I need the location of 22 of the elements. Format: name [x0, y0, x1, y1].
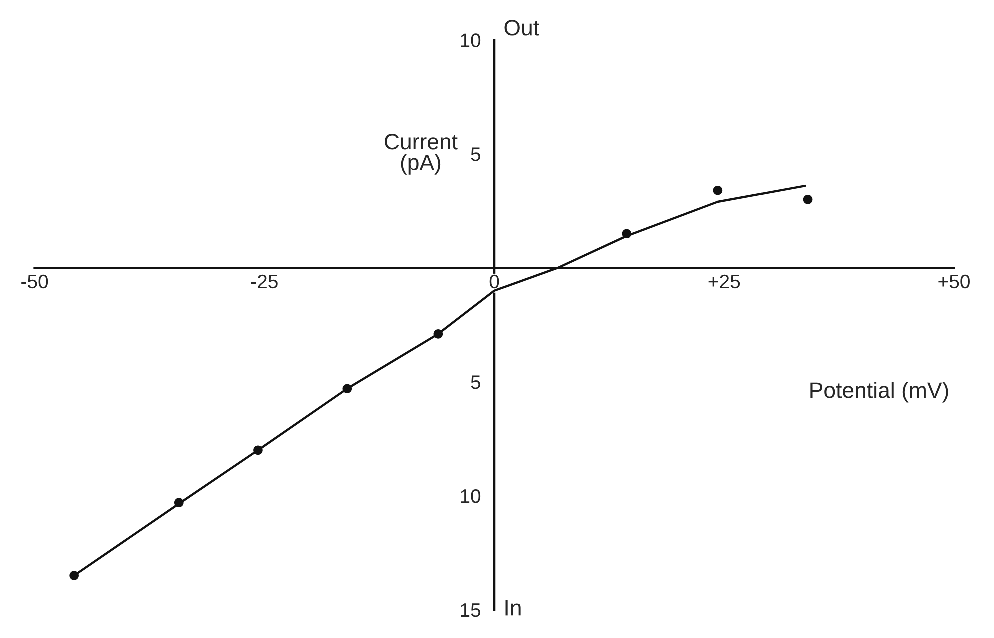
y-tick-label: 15 — [461, 604, 481, 618]
point — [434, 330, 444, 339]
text: Out — [504, 20, 540, 36]
y-tick-label: 5 — [471, 376, 481, 390]
y-axis-title: Current (pA) — [385, 134, 458, 175]
point — [622, 229, 632, 239]
x-tick-label: +50 — [938, 274, 970, 289]
x-tick-label: -50 — [22, 274, 48, 289]
point — [803, 195, 813, 204]
point — [342, 384, 352, 394]
point — [254, 446, 263, 456]
x-tick-label: 0 — [490, 274, 500, 289]
annotation: In — [506, 600, 521, 616]
y-tick-label: 10 — [461, 489, 481, 504]
y-tick-label: 10 — [461, 34, 481, 48]
x-tick-label: +25 — [708, 274, 740, 289]
point — [70, 571, 79, 580]
point — [713, 186, 723, 196]
x-axis-title: Potential (mV) — [810, 382, 948, 403]
y-tick-label: 5 — [471, 148, 481, 162]
x-tick-label: -25 — [251, 274, 278, 289]
point — [174, 498, 184, 508]
